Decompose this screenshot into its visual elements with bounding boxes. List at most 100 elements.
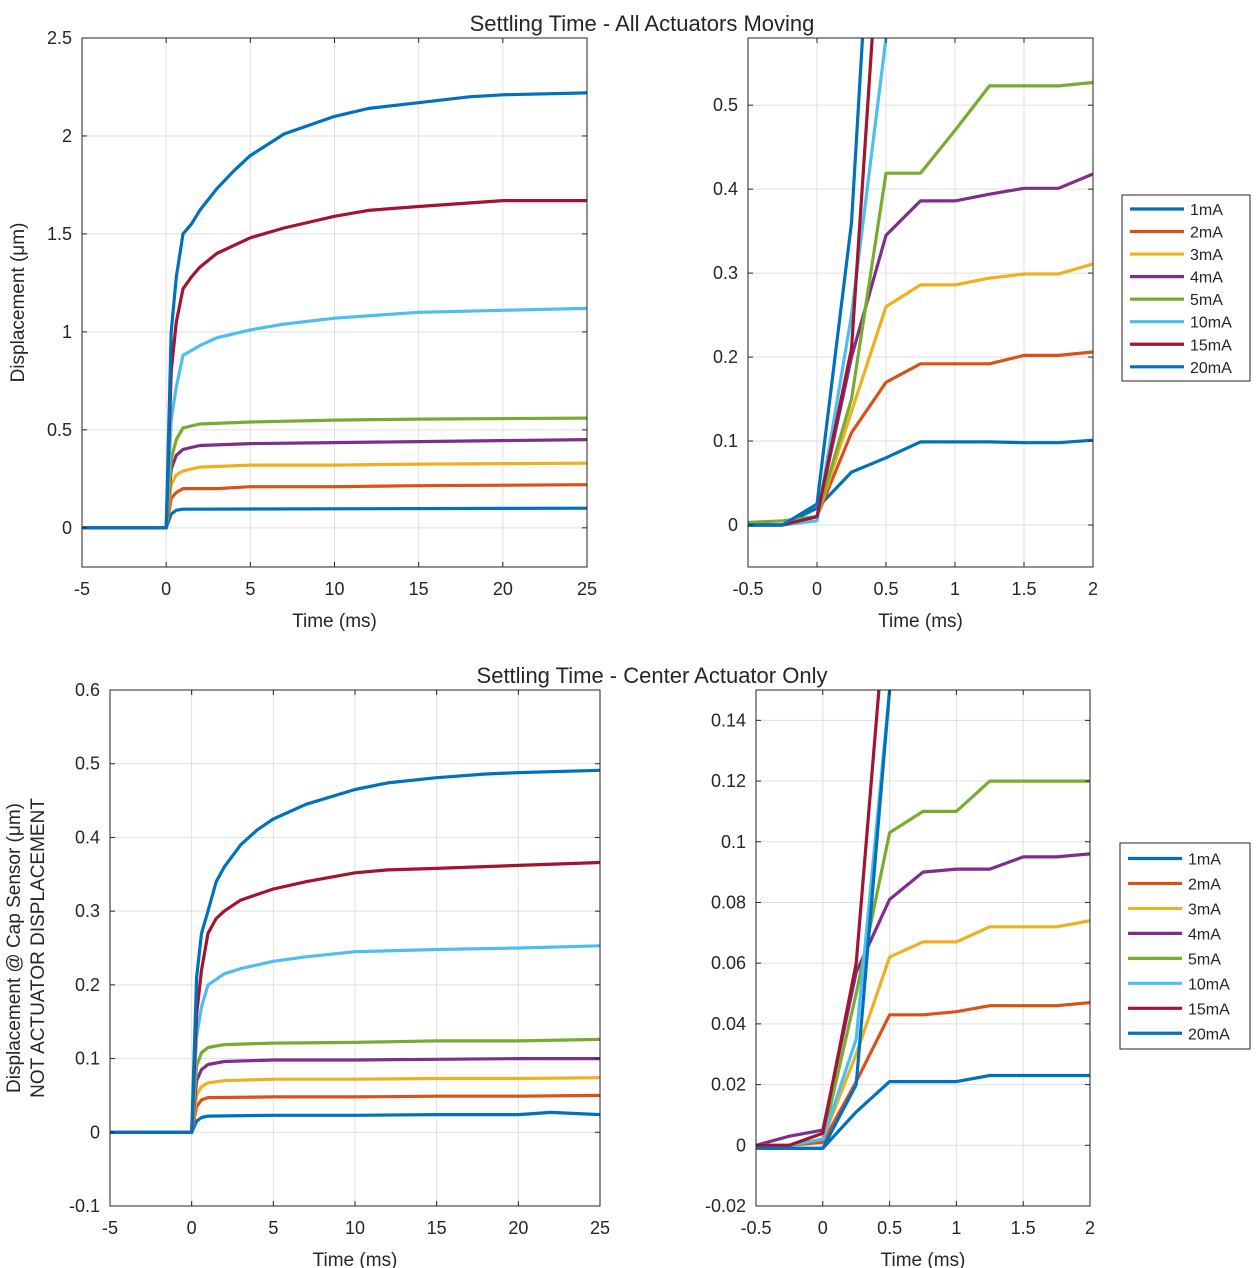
x-tick-label: 1.5 xyxy=(1011,579,1036,599)
x-tick-label: 0 xyxy=(812,579,822,599)
plot-area xyxy=(748,38,1093,567)
x-tick-label: -5 xyxy=(74,579,90,599)
y-tick-label: -0.1 xyxy=(69,1196,100,1216)
plot-area xyxy=(756,690,1090,1206)
series-line-20mA xyxy=(82,91,587,530)
x-tick-label: 2 xyxy=(1088,579,1098,599)
y-tick-label: 1.5 xyxy=(47,224,72,244)
legend-box xyxy=(1121,194,1251,382)
chart-3: -0.5 0 0.5 1 1.5 2 -0.02 0 0.02 0.04 0.06 0.08 0.1 0.… xyxy=(705,689,1251,1268)
y-tick-label: 0.02 xyxy=(711,1075,746,1095)
y-tick-label: 0.3 xyxy=(713,263,738,283)
legend-label-3mA: 3mA xyxy=(1188,901,1221,918)
x-axis-label: Time (ms) xyxy=(292,611,377,632)
legend-label-1mA: 1mA xyxy=(1190,202,1223,219)
x-tick-label: 1.5 xyxy=(1011,1218,1036,1238)
y-tick-label: 0 xyxy=(62,518,72,538)
legend-label-3mA: 3mA xyxy=(1190,247,1223,264)
legend-label-1mA: 1mA xyxy=(1188,851,1221,868)
chart-0: -5 0 5 10 15 20 25 0 0.5 1 1.5 2 2.5 Time (ms) Displac… xyxy=(8,28,597,632)
y-tick-label: 0.3 xyxy=(75,901,100,921)
y-tick-label: 0.1 xyxy=(721,832,746,852)
legend: 1mA 2mA 3mA 4mA 5mA 10mA 15mA 20mA xyxy=(1121,194,1251,382)
y-tick-label: 2.5 xyxy=(47,28,72,48)
x-tick-label: 10 xyxy=(345,1218,365,1238)
legend-label-20mA: 20mA xyxy=(1190,360,1232,377)
series-line-1mA xyxy=(110,1110,600,1134)
y-tick-label: 0.14 xyxy=(711,710,746,730)
y-tick-label: 0.06 xyxy=(711,953,746,973)
y-tick-label: 0 xyxy=(90,1122,100,1142)
legend-label-15mA: 15mA xyxy=(1190,337,1232,354)
y-axis-label: Displacement (μm) xyxy=(8,223,29,383)
y-tick-label: 2 xyxy=(62,126,72,146)
legend-label-5mA: 5mA xyxy=(1190,292,1223,309)
series-line-15mA xyxy=(756,690,881,1147)
series-group xyxy=(110,768,600,1134)
y-tick-label: 0.1 xyxy=(713,431,738,451)
y-tick-label: 0.2 xyxy=(75,975,100,995)
legend: 1mA 2mA 3mA 4mA 5mA 10mA 15mA 20mA xyxy=(1119,842,1251,1050)
y-tick-label: 0.5 xyxy=(713,95,738,115)
axes-box xyxy=(747,37,1094,568)
y-axis-label: NOT ACTUATOR DISPLACEMENT xyxy=(28,798,49,1098)
legend-label-2mA: 2mA xyxy=(1188,876,1221,893)
y-tick-label: 0.08 xyxy=(711,892,746,912)
legend-label-4mA: 4mA xyxy=(1190,270,1223,287)
x-tick-label: 0.5 xyxy=(873,579,898,599)
x-tick-label: 10 xyxy=(324,579,344,599)
y-tick-label: 1 xyxy=(62,322,72,342)
x-tick-label: 2 xyxy=(1085,1218,1095,1238)
series-line-20mA xyxy=(748,38,865,527)
x-tick-label: 0 xyxy=(161,579,171,599)
series-group xyxy=(748,38,1093,527)
x-tick-label: 1 xyxy=(950,579,960,599)
y-axis-label: Displacement @ Cap Sensor (μm) xyxy=(4,803,25,1093)
figure-title-top: Settling Time - All Actuators Moving xyxy=(470,11,815,36)
x-tick-label: -0.5 xyxy=(740,1218,771,1238)
y-tick-label: 0.5 xyxy=(75,754,100,774)
y-tick-label: 0.4 xyxy=(75,827,100,847)
x-tick-label: 0.5 xyxy=(877,1218,902,1238)
x-tick-label: 0 xyxy=(187,1218,197,1238)
x-tick-label: 1 xyxy=(951,1218,961,1238)
x-tick-label: 20 xyxy=(508,1218,528,1238)
y-tick-label: 0.2 xyxy=(713,347,738,367)
series-group xyxy=(82,91,587,530)
series-line-15mA xyxy=(82,199,587,530)
series-line-4mA xyxy=(756,852,1090,1147)
x-axis-label: Time (ms) xyxy=(313,1250,398,1268)
x-tick-label: -0.5 xyxy=(732,579,763,599)
y-tick-label: 0.12 xyxy=(711,771,746,791)
series-line-20mA xyxy=(756,690,892,1150)
legend-label-10mA: 10mA xyxy=(1188,976,1230,993)
series-line-15mA xyxy=(110,860,600,1134)
axes-box xyxy=(755,689,1091,1207)
x-tick-label: 25 xyxy=(577,579,597,599)
legend-label-2mA: 2mA xyxy=(1190,225,1223,242)
legend-label-4mA: 4mA xyxy=(1188,926,1221,943)
legend-label-10mA: 10mA xyxy=(1190,315,1232,332)
series-line-2mA xyxy=(756,1000,1090,1147)
y-tick-label: 0 xyxy=(736,1135,746,1155)
x-tick-label: -5 xyxy=(102,1218,118,1238)
series-group xyxy=(756,690,1090,1150)
y-tick-label: -0.02 xyxy=(705,1196,746,1216)
chart-2: -5 0 5 10 15 20 25 -0.1 0 0.1 0.2 0.3 0.4 0.5 0.6 Time … xyxy=(4,680,610,1268)
x-tick-label: 25 xyxy=(590,1218,610,1238)
legend-label-5mA: 5mA xyxy=(1188,951,1221,968)
y-tick-label: 0.6 xyxy=(75,680,100,700)
legend-box xyxy=(1119,842,1251,1050)
x-tick-label: 15 xyxy=(409,579,429,599)
y-tick-label: 0.1 xyxy=(75,1049,100,1069)
series-line-20mA xyxy=(110,768,600,1134)
y-tick-label: 0.4 xyxy=(713,179,738,199)
figure-title-bottom: Settling Time - Center Actuator Only xyxy=(477,663,828,688)
x-tick-label: 5 xyxy=(245,579,255,599)
legend-label-15mA: 15mA xyxy=(1188,1001,1230,1018)
x-tick-label: 0 xyxy=(818,1218,828,1238)
x-axis-label: Time (ms) xyxy=(878,611,963,632)
series-line-1mA xyxy=(748,438,1093,527)
x-axis-label: Time (ms) xyxy=(881,1250,966,1268)
